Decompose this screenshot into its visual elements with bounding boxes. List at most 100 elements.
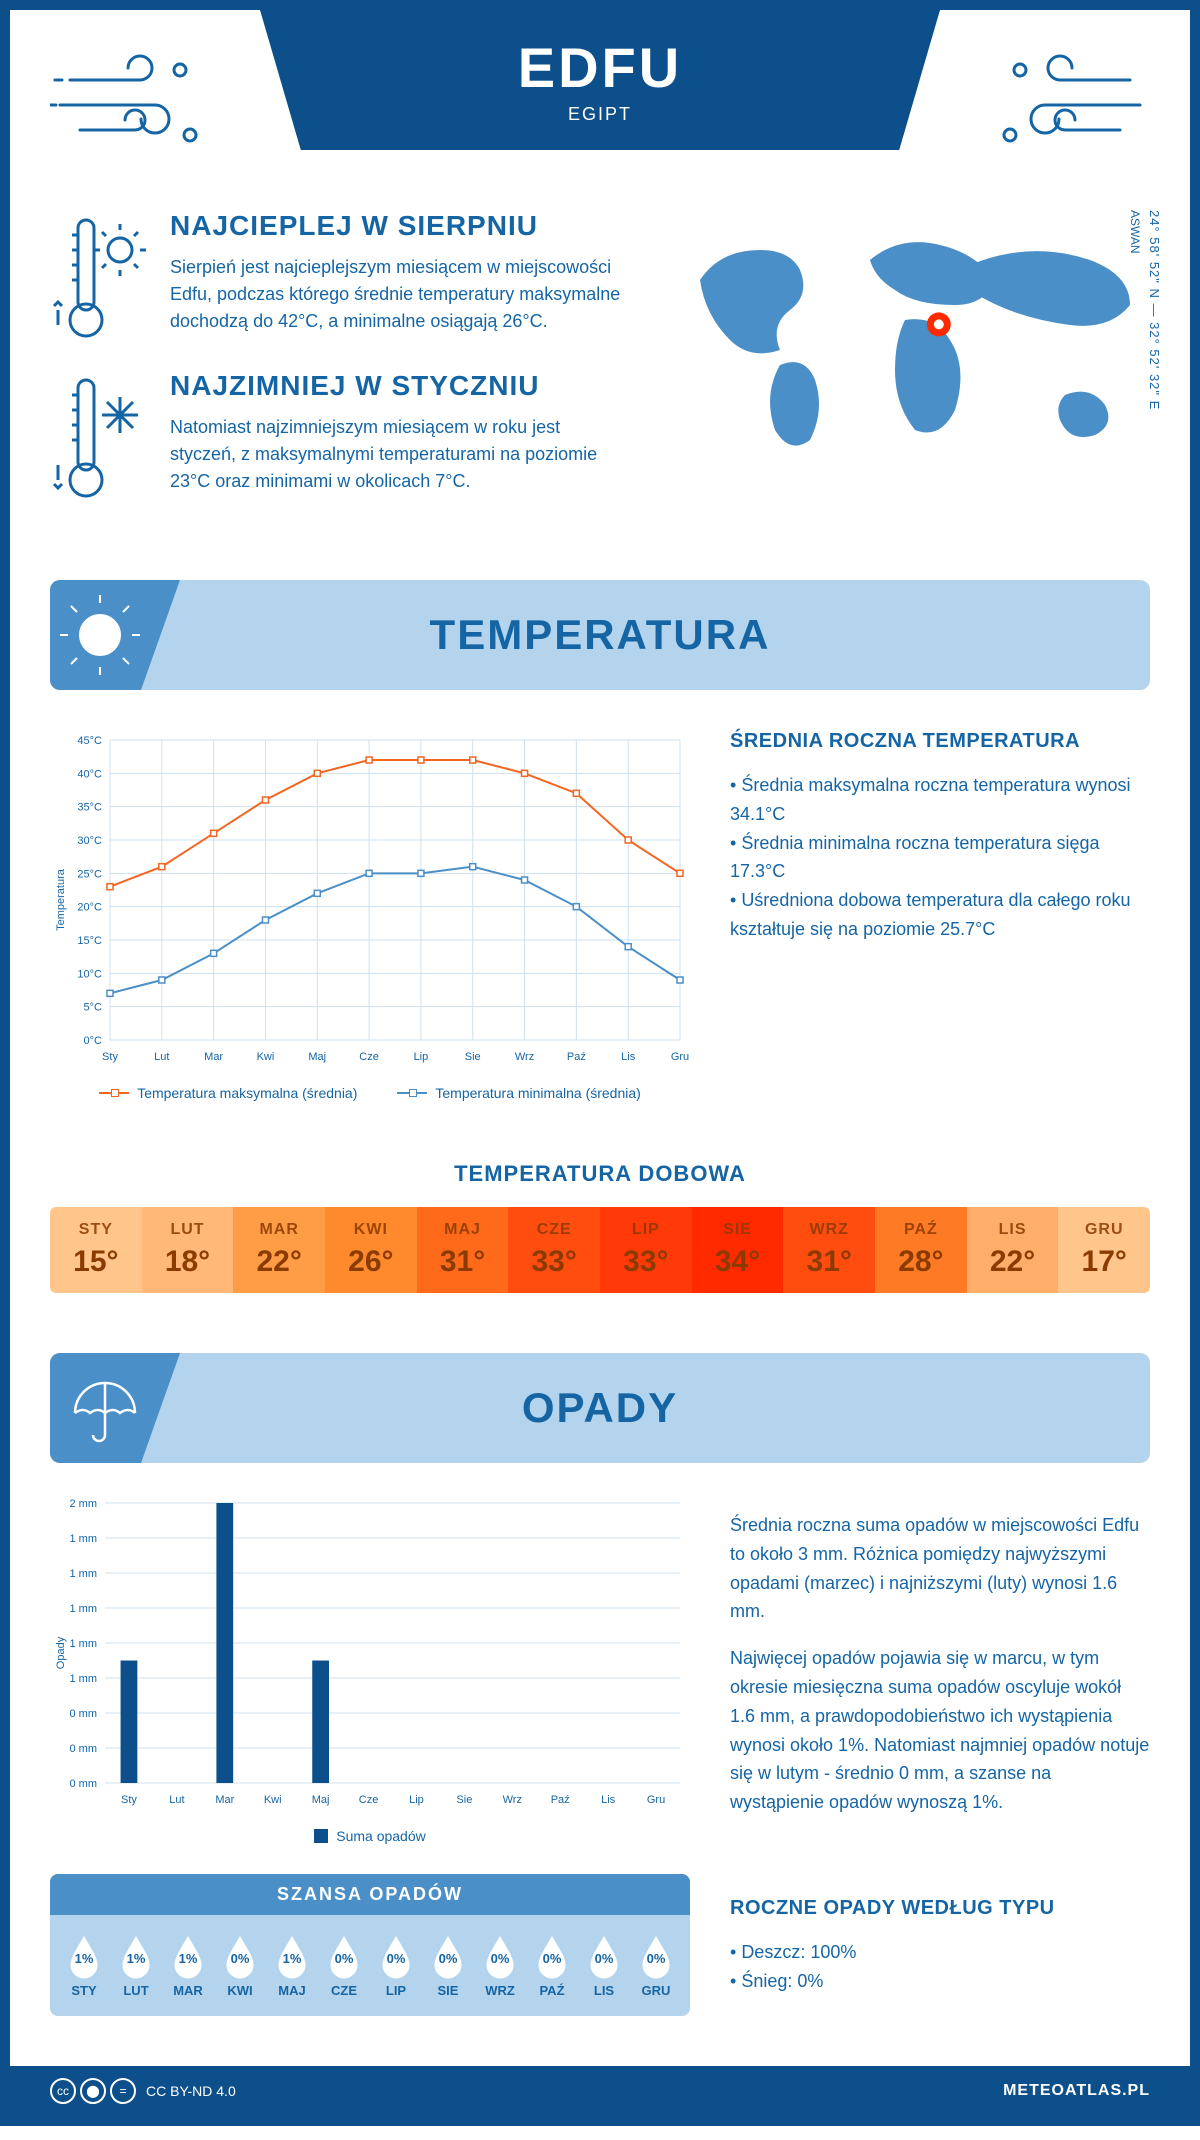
svg-text:20°C: 20°C xyxy=(77,902,102,914)
chance-cell: 1% MAJ xyxy=(266,1933,318,1998)
chance-cell: 0% PAŹ xyxy=(526,1933,578,1998)
coldest-body: Natomiast najzimniejszym miesiącem w rok… xyxy=(170,414,630,495)
temp-cell: LIS22° xyxy=(967,1207,1059,1293)
svg-text:Paź: Paź xyxy=(567,1051,586,1063)
svg-text:1 mm: 1 mm xyxy=(70,1638,98,1650)
svg-text:Cze: Cze xyxy=(359,1794,379,1806)
svg-text:Kwi: Kwi xyxy=(264,1794,282,1806)
svg-text:0 mm: 0 mm xyxy=(70,1743,98,1755)
svg-text:0 mm: 0 mm xyxy=(70,1708,98,1720)
chance-cell: 1% LUT xyxy=(110,1933,162,1998)
map-column: ASWAN 24° 58' 52" N — 32° 52' 32" E xyxy=(670,210,1150,530)
temp-cell: GRU17° xyxy=(1058,1207,1150,1293)
svg-text:15°C: 15°C xyxy=(77,935,102,947)
precip-type-title: ROCZNE OPADY WEDŁUG TYPU xyxy=(730,1897,1150,1920)
temp-cell: MAR22° xyxy=(233,1207,325,1293)
temperature-chart: 0°C5°C10°C15°C20°C25°C30°C35°C40°C45°CSt… xyxy=(50,730,690,1101)
raindrop-icon: 1% xyxy=(170,1933,206,1979)
temp-cell: LIP33° xyxy=(600,1207,692,1293)
raindrop-icon: 0% xyxy=(326,1933,362,1979)
svg-text:Lis: Lis xyxy=(601,1794,616,1806)
svg-text:0 mm: 0 mm xyxy=(70,1778,98,1790)
svg-text:Lis: Lis xyxy=(621,1051,636,1063)
coldest-title: NAJZIMNIEJ W STYCZNIU xyxy=(170,370,630,402)
svg-text:Lut: Lut xyxy=(154,1051,169,1063)
map-marker-icon xyxy=(927,312,951,336)
svg-text:Lip: Lip xyxy=(414,1051,429,1063)
svg-text:Lut: Lut xyxy=(169,1794,184,1806)
footer: cc ⬤ = CC BY-ND 4.0 METEOATLAS.PL xyxy=(10,2066,1190,2116)
svg-text:Sie: Sie xyxy=(456,1794,472,1806)
svg-text:Maj: Maj xyxy=(308,1051,326,1063)
precip-left-column: 0 mm0 mm0 mm1 mm1 mm1 mm1 mm1 mm2 mmStyL… xyxy=(50,1493,690,2016)
highlights-row: NAJCIEPLEJ W SIERPNIU Sierpień jest najc… xyxy=(10,180,1190,580)
temp-cell: PAŹ28° xyxy=(875,1207,967,1293)
region-label: ASWAN xyxy=(1128,210,1142,254)
chance-title: SZANSA OPADÓW xyxy=(50,1874,690,1915)
wind-icon xyxy=(980,40,1150,160)
precip-type-item: Deszcz: 100% xyxy=(730,1938,1150,1967)
license-label: CC BY-ND 4.0 xyxy=(146,2083,236,2099)
warmest-title: NAJCIEPLEJ W SIERPNIU xyxy=(170,210,630,242)
world-map xyxy=(670,210,1150,470)
svg-text:Mar: Mar xyxy=(204,1051,223,1063)
svg-text:Gru: Gru xyxy=(671,1051,689,1063)
temp-cell: WRZ31° xyxy=(783,1207,875,1293)
svg-text:Cze: Cze xyxy=(359,1051,379,1063)
wind-icon xyxy=(50,40,220,160)
legend-precip: Suma opadów xyxy=(336,1828,426,1844)
brand-label: METEOATLAS.PL xyxy=(1003,2082,1150,2100)
annual-bullet: Średnia minimalna roczna temperatura się… xyxy=(730,829,1150,887)
svg-text:Sty: Sty xyxy=(102,1051,118,1063)
warmest-block: NAJCIEPLEJ W SIERPNIU Sierpień jest najc… xyxy=(50,210,630,340)
section-title: OPADY xyxy=(522,1384,678,1432)
svg-text:5°C: 5°C xyxy=(84,1002,103,1014)
coldest-block: NAJZIMNIEJ W STYCZNIU Natomiast najzimni… xyxy=(50,370,630,500)
svg-text:Sie: Sie xyxy=(465,1051,481,1063)
svg-text:Temperatura: Temperatura xyxy=(55,868,67,931)
annual-temp-title: ŚREDNIA ROCZNA TEMPERATURA xyxy=(730,730,1150,753)
coords-label: 24° 58' 52" N — 32° 52' 32" E xyxy=(1147,210,1162,410)
section-header-precipitation: OPADY xyxy=(50,1353,1150,1463)
warmest-body: Sierpień jest najcieplejszym miesiącem w… xyxy=(170,254,630,335)
daily-temp-title: TEMPERATURA DOBOWA xyxy=(10,1161,1190,1187)
svg-text:Sty: Sty xyxy=(121,1794,137,1806)
title-banner: EDFU EGIPT xyxy=(260,10,940,150)
cc-icons: cc ⬤ = xyxy=(50,2078,136,2104)
precip-legend: Suma opadów xyxy=(50,1828,690,1844)
temp-cell: MAJ31° xyxy=(417,1207,509,1293)
page-title: EDFU xyxy=(518,35,682,100)
chance-block: SZANSA OPADÓW 1% STY 1% LUT 1% MAR 0% KW… xyxy=(50,1874,690,2016)
svg-text:Lip: Lip xyxy=(409,1794,424,1806)
raindrop-icon: 0% xyxy=(222,1933,258,1979)
annual-temp-text: ŚREDNIA ROCZNA TEMPERATURA Średnia maksy… xyxy=(730,730,1150,1101)
precipitation-chart: 0 mm0 mm0 mm1 mm1 mm1 mm1 mm1 mm2 mmStyL… xyxy=(50,1493,690,1813)
daily-temp-strip: STY15°LUT18°MAR22°KWI26°MAJ31°CZE33°LIP3… xyxy=(50,1207,1150,1293)
temp-cell: KWI26° xyxy=(325,1207,417,1293)
thermometer-hot-icon xyxy=(50,210,150,340)
svg-text:Wrz: Wrz xyxy=(515,1051,534,1063)
umbrella-icon xyxy=(50,1353,180,1463)
cc-icon: cc xyxy=(50,2078,76,2104)
temp-legend: Temperatura maksymalna (średnia) Tempera… xyxy=(50,1085,690,1101)
precip-para-2: Najwięcej opadów pojawia się w marcu, w … xyxy=(730,1644,1150,1817)
svg-text:0°C: 0°C xyxy=(84,1035,103,1047)
svg-text:Wrz: Wrz xyxy=(503,1794,522,1806)
chance-cell: 0% CZE xyxy=(318,1933,370,1998)
raindrop-icon: 0% xyxy=(482,1933,518,1979)
svg-text:2 mm: 2 mm xyxy=(70,1498,98,1510)
raindrop-icon: 0% xyxy=(534,1933,570,1979)
header: EDFU EGIPT xyxy=(10,10,1190,180)
svg-text:25°C: 25°C xyxy=(77,868,102,880)
svg-text:Kwi: Kwi xyxy=(257,1051,275,1063)
precip-para-1: Średnia roczna suma opadów w miejscowośc… xyxy=(730,1511,1150,1626)
temp-cell: SIE34° xyxy=(692,1207,784,1293)
thermometer-cold-icon xyxy=(50,370,150,500)
svg-text:1 mm: 1 mm xyxy=(70,1568,98,1580)
svg-text:Opady: Opady xyxy=(55,1636,67,1669)
chance-cell: 0% LIS xyxy=(578,1933,630,1998)
annual-bullet: Średnia maksymalna roczna temperatura wy… xyxy=(730,771,1150,829)
raindrop-icon: 1% xyxy=(118,1933,154,1979)
section-header-temperature: TEMPERATURA xyxy=(50,580,1150,690)
svg-text:1 mm: 1 mm xyxy=(70,1533,98,1545)
